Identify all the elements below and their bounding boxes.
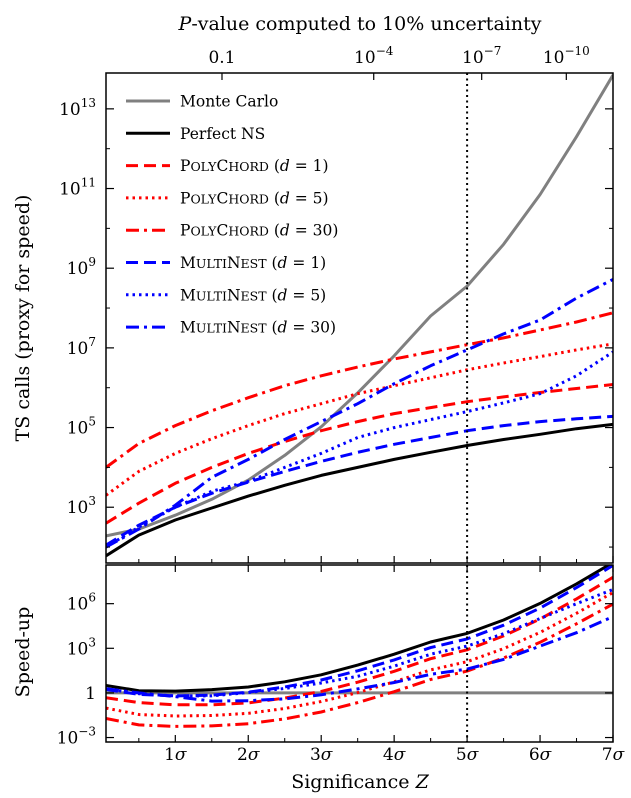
series-line-2 — [106, 383, 613, 525]
series-line-4 — [106, 311, 613, 469]
legend-label-2: POLYCHORD (d = 1) — [180, 157, 329, 175]
x-tick-label: 7σ — [602, 745, 625, 765]
ts-calls-panel — [105, 72, 614, 564]
top-tick-label: 0.1 — [208, 48, 235, 68]
bottom-y-axis-title: Speed-up — [12, 607, 34, 698]
speedup-line-1 — [106, 565, 612, 693]
top-axis-title: P-value computed to 10% uncertainty — [178, 13, 542, 35]
x-tick-label: 5σ — [456, 745, 479, 765]
bottom-y-tick-label: 103 — [67, 635, 96, 659]
speed-up-panel — [105, 564, 614, 743]
x-tick-label: 3σ — [310, 745, 333, 765]
legend-label-6: MULTINEST (d = 5) — [180, 286, 326, 304]
legend-label-5: MULTINEST (d = 1) — [180, 254, 326, 272]
speedup-line-4 — [106, 602, 613, 728]
top-y-tick-label: 109 — [67, 255, 96, 279]
series-line-6 — [106, 350, 613, 549]
series-line-7 — [106, 278, 613, 549]
top-y-tick-label: 1011 — [59, 176, 96, 200]
speedup-line-2 — [106, 576, 613, 707]
top-tick-label: 10−4 — [354, 44, 394, 68]
bottom-y-tick-label: 10−3 — [57, 725, 96, 749]
top-tick-label: 10−10 — [543, 44, 590, 68]
speedup-line-5 — [106, 565, 613, 698]
bottom-y-tick-label: 106 — [67, 591, 96, 615]
legend-label-1: Perfect NS — [180, 125, 265, 143]
bottom-y-tick-label: 1 — [85, 684, 96, 704]
speedup-line-7 — [106, 615, 613, 703]
top-tick-label: 10−7 — [462, 44, 501, 68]
x-tick-label: 1σ — [164, 745, 187, 765]
legend-label-7: MULTINEST (d = 30) — [180, 319, 336, 337]
legend-label-4: POLYCHORD (d = 30) — [180, 222, 338, 240]
top-y-tick-label: 107 — [67, 335, 96, 359]
legend: Monte Carlo Perfect NS POLYCHORD (d = 1) PO… — [126, 93, 338, 337]
top-y-tick-label: 103 — [67, 494, 96, 518]
bottom-panel-frame — [105, 564, 614, 743]
x-tick-label: 6σ — [529, 745, 552, 765]
legend-label-3: POLYCHORD (d = 5) — [180, 189, 329, 207]
x-tick-label: 4σ — [383, 745, 406, 765]
top-y-axis-title: TS calls (proxy for speed) — [12, 195, 34, 442]
speedup-line-3 — [106, 591, 613, 718]
x-tick-label: 2σ — [237, 745, 260, 765]
speedup-line-6 — [106, 588, 613, 698]
top-y-tick-label: 1013 — [59, 96, 96, 120]
series-line-1 — [106, 422, 613, 558]
legend-label-0: Monte Carlo — [180, 93, 278, 111]
top-panel-frame — [105, 72, 614, 564]
series-line-3 — [106, 342, 613, 497]
top-y-tick-label: 105 — [67, 415, 96, 439]
x-axis-title: Significance Z — [291, 771, 429, 793]
